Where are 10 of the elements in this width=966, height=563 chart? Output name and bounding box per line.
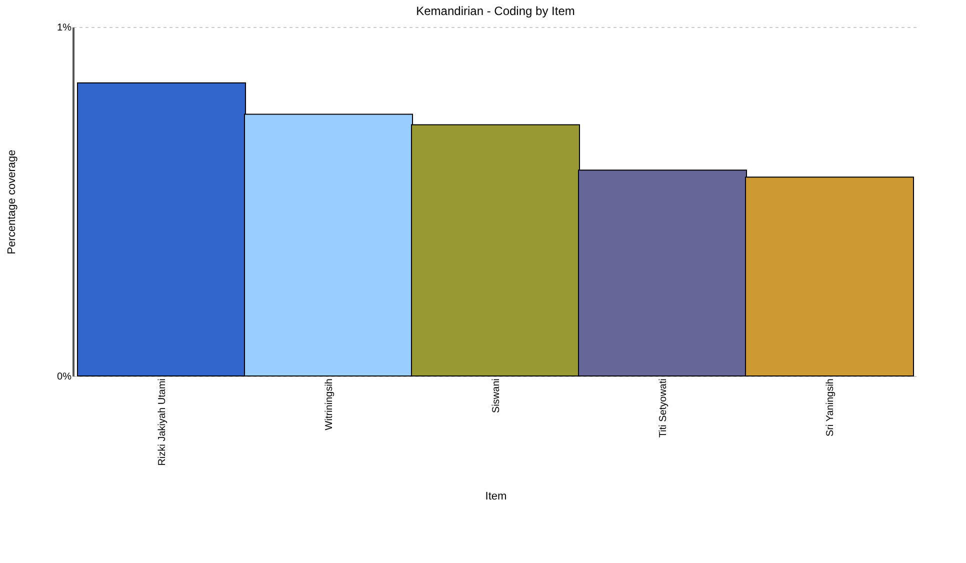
x-tick-label: Titi Setyowati [658,378,669,438]
x-tick-label: Sri Yaningsih [825,378,836,436]
y-axis-title: Percentage coverage [6,150,18,254]
x-tick-label: Witriningsih [324,378,335,430]
chart-title: Kemandirian - Coding by Item [416,4,575,18]
x-axis-title: Item [485,490,507,503]
x-tick-label: Siswani [491,378,502,413]
x-tick-label: Rizki Jakiyah Utami [157,378,168,466]
y-tick-label: 0% [57,372,72,382]
y-tick-label: 1% [57,22,72,34]
